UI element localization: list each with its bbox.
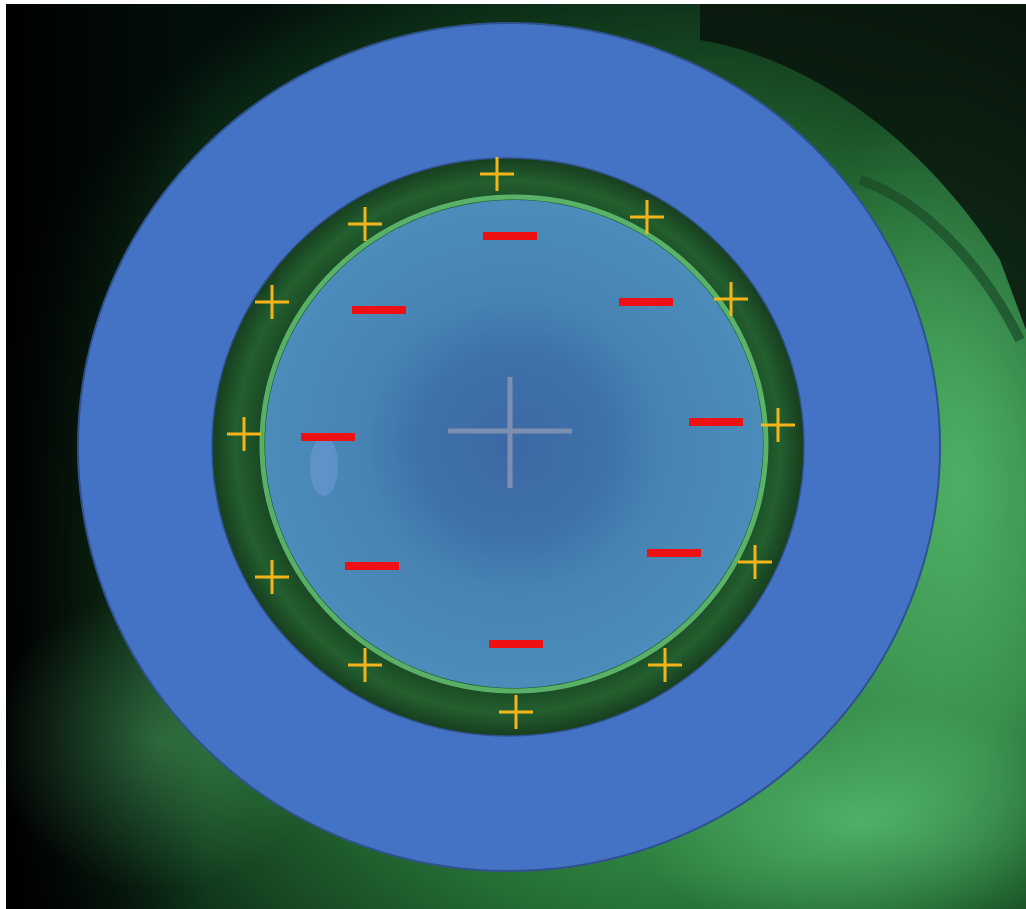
plus-icon [630,200,664,234]
minus-icon [483,232,537,240]
plus-icon [348,648,382,682]
plus-icon [255,560,289,594]
optic-zone [265,200,763,688]
plus-icon [499,695,533,729]
minus-icon [619,298,673,306]
minus-icon [345,562,399,570]
minus-icon [647,549,701,557]
crosshair-icon [448,377,572,488]
plus-icon [348,207,382,241]
plus-icon [480,157,514,191]
minus-icon [301,433,355,441]
eyelash-shadow [700,4,1026,330]
eyelid-edge [858,175,1025,343]
plus-icon [227,417,261,451]
plus-markers [227,157,795,729]
minus-icon [489,640,543,648]
tear-ring-inner-highlight [259,194,769,694]
minus-markers [301,232,743,648]
reflection-spot [310,436,338,496]
minus-icon [689,418,743,426]
plus-icon [761,408,795,442]
minus-icon [352,306,406,314]
plus-icon [648,648,682,682]
plus-icon [714,282,748,316]
plus-icon [255,285,289,319]
plus-icon [738,545,772,579]
